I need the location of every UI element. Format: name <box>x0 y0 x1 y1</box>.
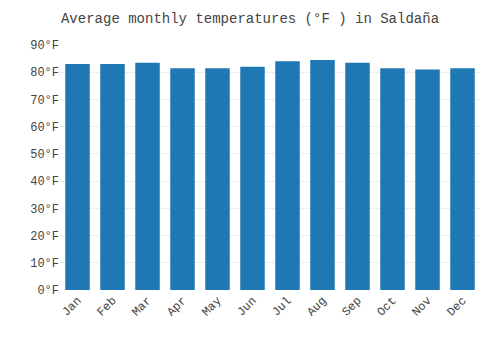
svg-text:Sep: Sep <box>339 294 364 319</box>
svg-text:Dec: Dec <box>444 294 469 319</box>
svg-text:90°F: 90°F <box>30 39 59 53</box>
svg-text:Feb: Feb <box>94 294 119 319</box>
svg-text:Aug: Aug <box>304 294 329 319</box>
svg-text:May: May <box>199 294 224 319</box>
svg-text:Oct: Oct <box>374 294 399 319</box>
svg-text:Nov: Nov <box>409 294 434 319</box>
svg-text:Mar: Mar <box>129 294 154 319</box>
svg-text:Jun: Jun <box>234 294 259 319</box>
svg-text:Average monthly temperatures (: Average monthly temperatures (°F ) in Sa… <box>61 11 439 27</box>
svg-text:60°F: 60°F <box>30 121 59 135</box>
svg-text:70°F: 70°F <box>30 94 59 108</box>
svg-text:20°F: 20°F <box>30 230 59 244</box>
svg-text:Apr: Apr <box>164 294 189 319</box>
svg-text:0°F: 0°F <box>37 284 59 298</box>
svg-text:40°F: 40°F <box>30 175 59 189</box>
svg-text:80°F: 80°F <box>30 66 59 80</box>
svg-text:50°F: 50°F <box>30 148 59 162</box>
svg-text:10°F: 10°F <box>30 257 59 271</box>
svg-text:Jul: Jul <box>269 294 294 319</box>
svg-text:30°F: 30°F <box>30 203 59 217</box>
svg-text:Jan: Jan <box>59 294 84 319</box>
